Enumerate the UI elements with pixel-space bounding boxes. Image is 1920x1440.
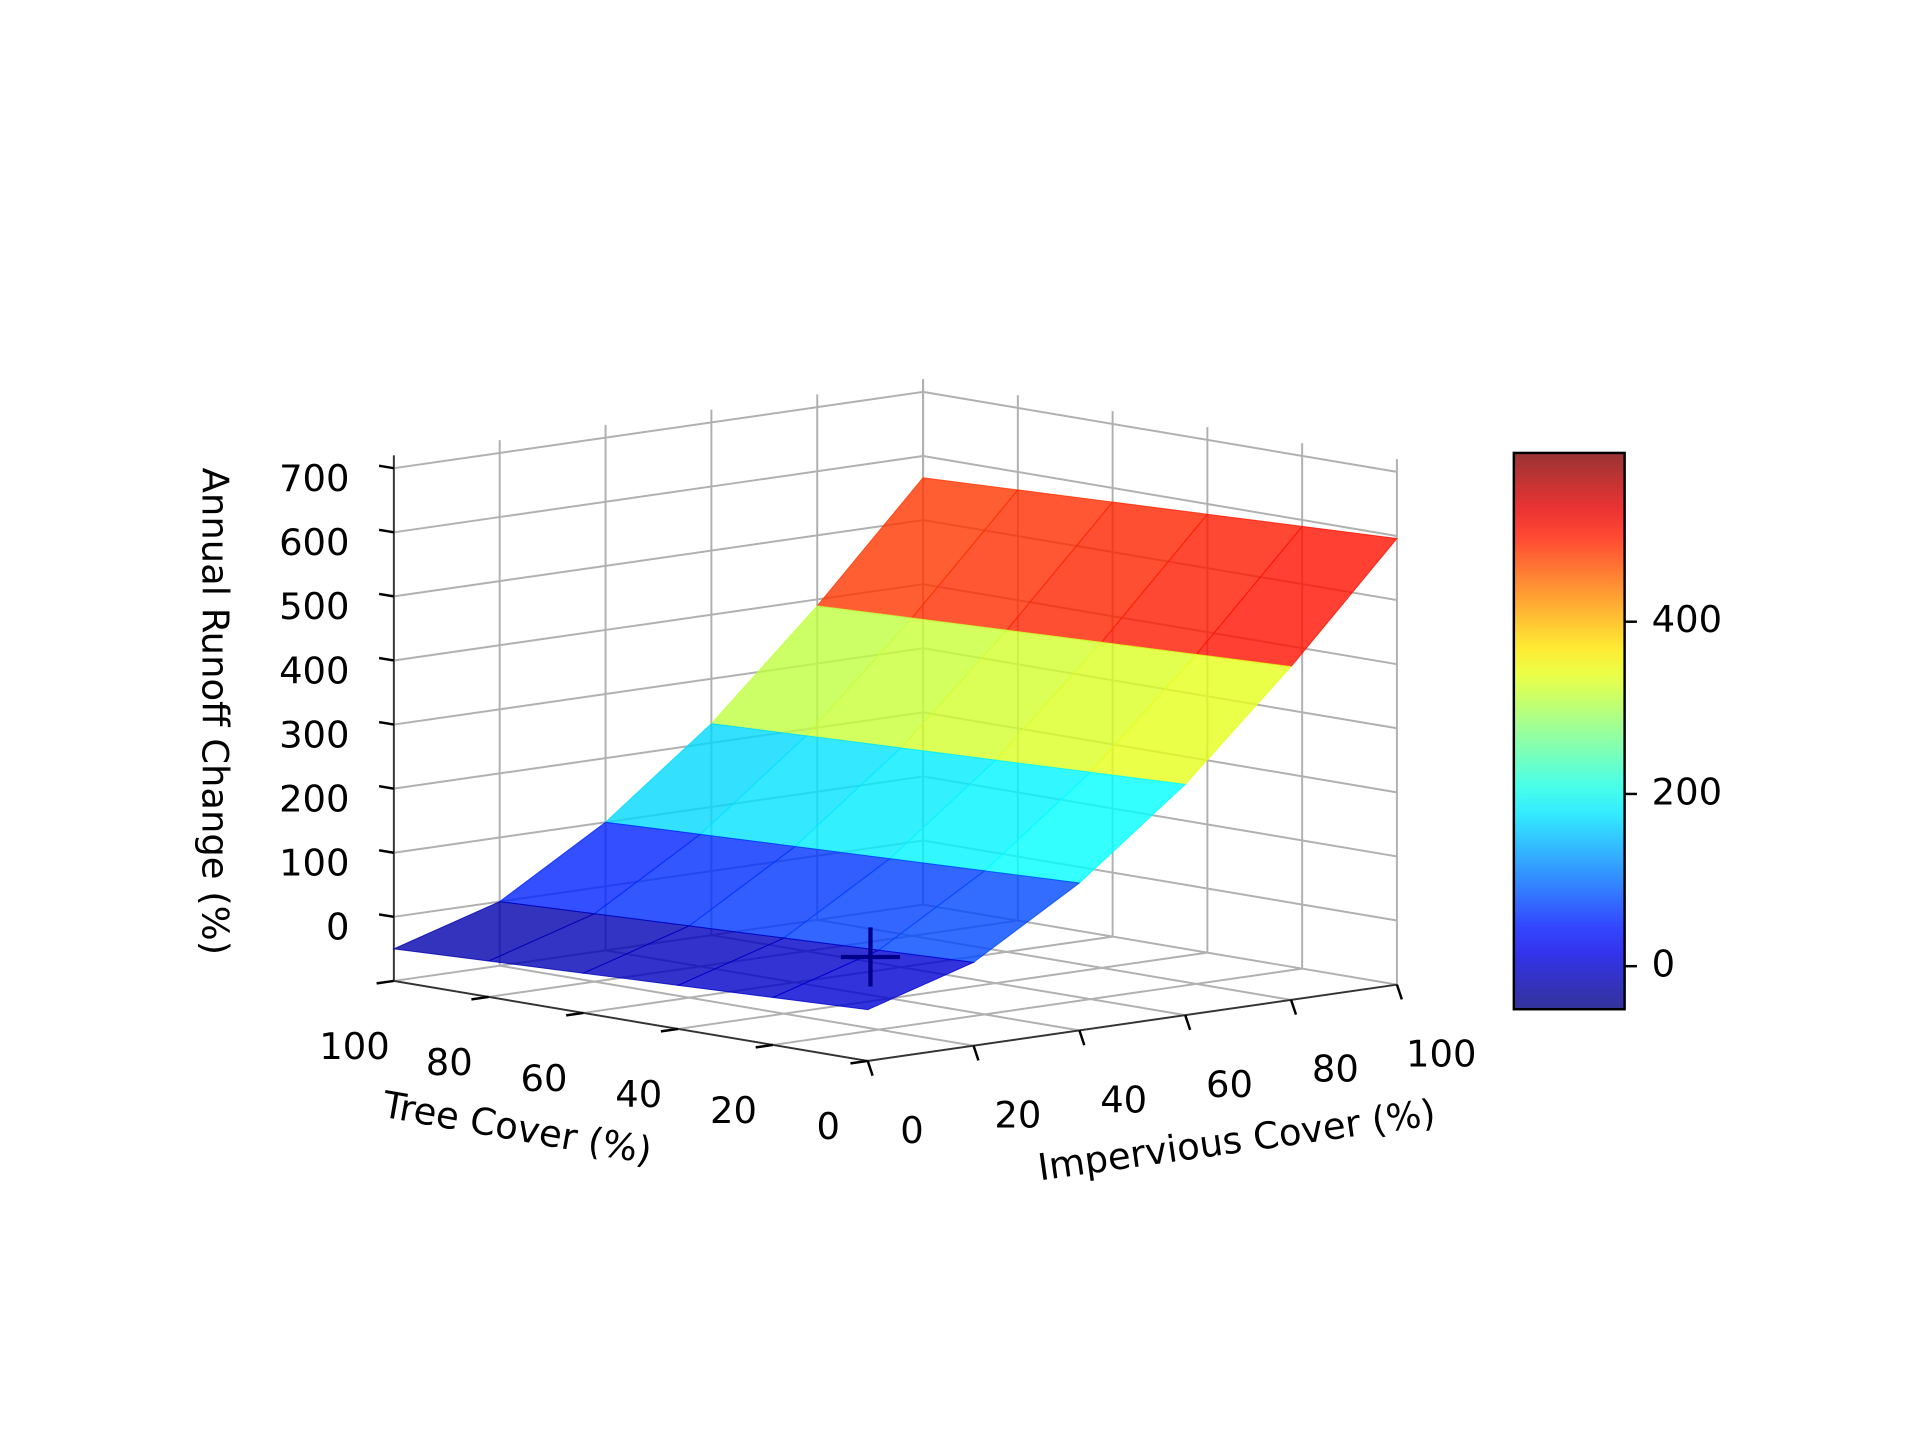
marker: [840, 927, 900, 987]
z-tick-label: 700: [279, 457, 349, 500]
grid-line: [393, 519, 924, 598]
y-axis-line: [393, 980, 868, 1062]
grid-line: [499, 964, 974, 1047]
z-tick: [378, 913, 395, 919]
grid-line: [922, 455, 1398, 537]
y-tick: [755, 1043, 774, 1049]
surface-face: [771, 949, 976, 1011]
z-axis-label: Annual Runoff Change (%): [193, 468, 236, 955]
x-tick-label: 60: [1206, 1063, 1253, 1106]
x-tick-label: 0: [900, 1109, 923, 1152]
x-tick-label: 80: [1312, 1048, 1359, 1091]
grid-line: [393, 390, 924, 470]
colorbar-tick-label: 400: [1652, 598, 1722, 641]
z-tick-label: 100: [279, 842, 349, 885]
z-tick: [378, 656, 395, 662]
grid-line: [393, 455, 924, 534]
y-tick-label: 20: [710, 1089, 757, 1132]
colorbar-tick-label: 200: [1652, 770, 1722, 813]
grid-line: [678, 951, 1208, 1030]
y-tick-label: 60: [521, 1057, 568, 1100]
x-tick: [1289, 999, 1298, 1016]
x-tick: [1184, 1014, 1192, 1031]
y-tick: [660, 1027, 679, 1033]
x-tick-label: 20: [994, 1094, 1041, 1137]
z-tick: [378, 528, 395, 534]
z-tick: [378, 464, 395, 470]
z-tick: [378, 849, 395, 854]
z-tick: [378, 720, 395, 726]
x-tick-label: 40: [1100, 1078, 1147, 1121]
x-tick-label: 100: [1406, 1032, 1476, 1075]
y-tick: [850, 1059, 868, 1065]
grid-line: [772, 967, 1303, 1046]
y-tick-label: 0: [817, 1105, 840, 1148]
y-tick-label: 40: [615, 1073, 662, 1116]
z-tick: [378, 592, 395, 598]
grid-line: [922, 390, 1398, 473]
y-axis-label: Tree Cover (%): [378, 1083, 655, 1173]
colorbar-tick-label: 0: [1652, 943, 1675, 986]
y-tick: [376, 979, 395, 985]
z-tick: [378, 784, 395, 790]
x-tick: [1078, 1030, 1086, 1046]
z-tick-label: 500: [279, 585, 349, 628]
x-axis-line: [867, 983, 1398, 1062]
y-tick: [565, 1011, 584, 1017]
y-tick: [471, 995, 489, 1001]
colorbar: [1512, 451, 1626, 1011]
z-tick-label: 0: [326, 906, 349, 949]
z-tick-label: 200: [279, 777, 349, 820]
y-tick-label: 100: [319, 1025, 389, 1068]
z-tick-label: 400: [279, 649, 349, 692]
y-tick-label: 80: [426, 1041, 473, 1084]
z-tick-label: 600: [279, 521, 349, 564]
x-tick: [866, 1060, 874, 1077]
x-tick: [972, 1045, 980, 1061]
x-tick: [1395, 984, 1404, 1000]
z-tick-label: 300: [279, 713, 349, 756]
